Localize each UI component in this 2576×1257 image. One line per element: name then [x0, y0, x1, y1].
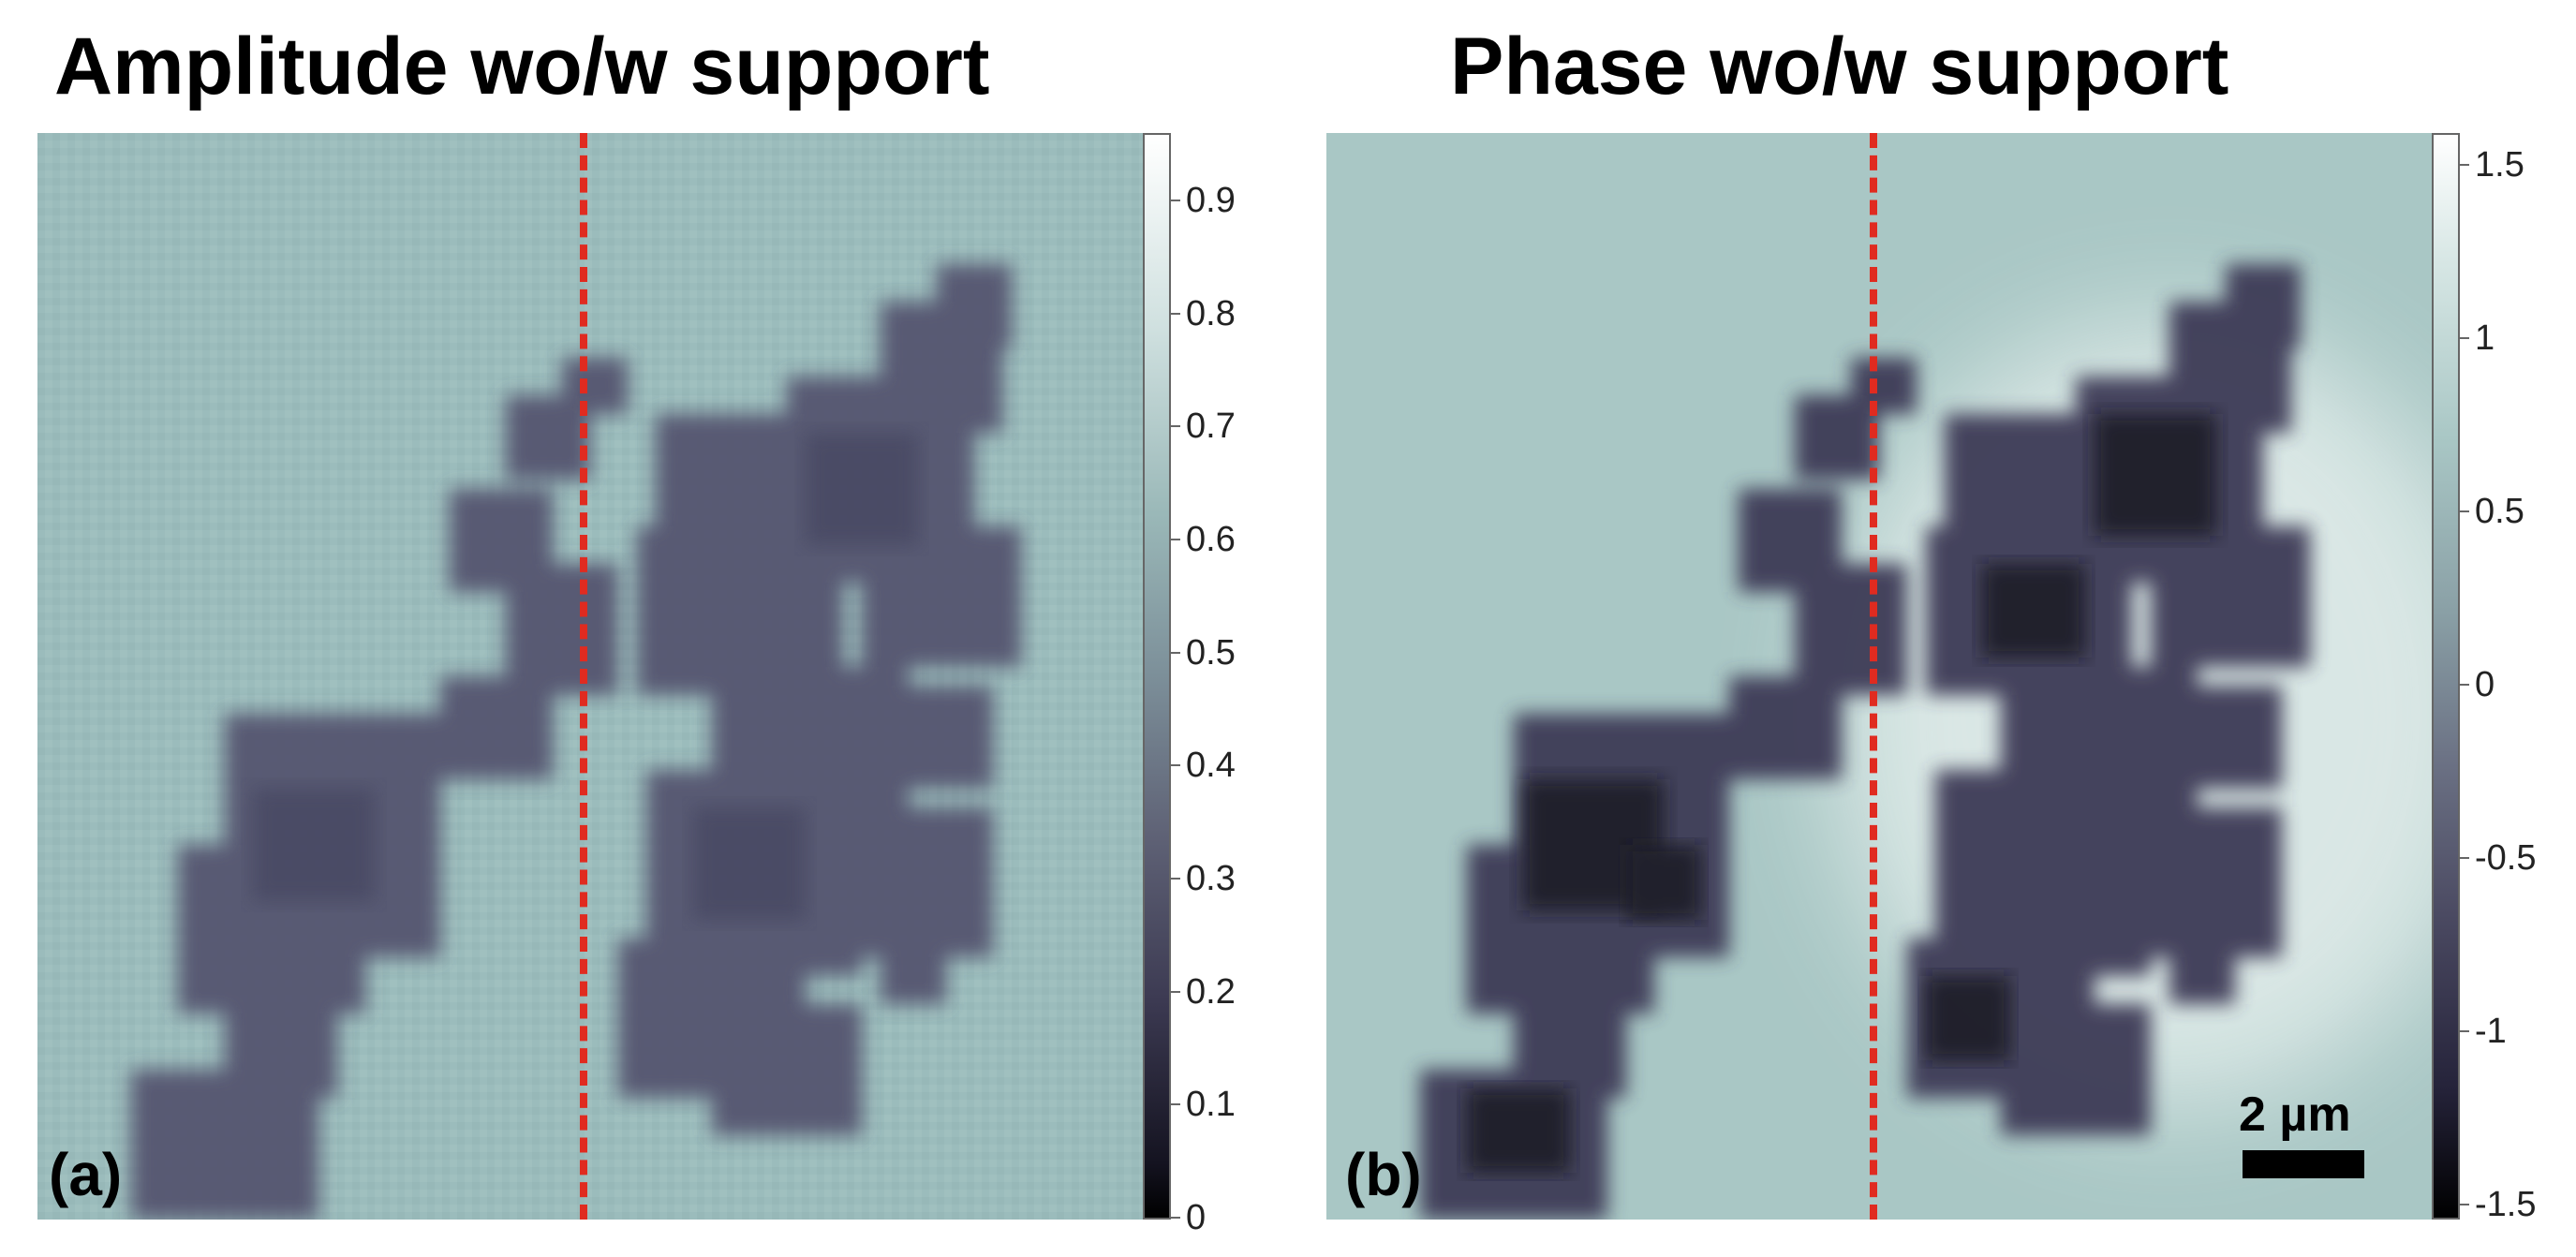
panel-b-divider [1870, 133, 1877, 1220]
colorbar-a-tick-label: 0.7 [1186, 407, 1236, 447]
colorbar-a-tick-label: 0.2 [1186, 971, 1236, 1012]
panel-b-colorbar [2432, 133, 2460, 1220]
particle-cores-b [1467, 414, 2216, 1173]
panel-b-title: Phase wo/w support [1450, 22, 2229, 111]
scale-bar [2243, 1150, 2364, 1178]
colorbar-a-tick-mark [1171, 990, 1180, 993]
panel-b-label: (b) [1345, 1141, 1422, 1208]
colorbar-b-tick-mark [2460, 164, 2469, 166]
colorbar-a-tick-label: 0.5 [1186, 632, 1236, 673]
colorbar-a-tick-mark [1171, 425, 1180, 428]
colorbar-a-tick-mark [1171, 651, 1180, 654]
panel-a-colorbar [1143, 133, 1171, 1220]
colorbar-b-tick-mark [2460, 337, 2469, 339]
colorbar-a-tick-label: 0.9 [1186, 181, 1236, 220]
panel-a-title: Amplitude wo/w support [54, 22, 990, 111]
panel-a-divider [580, 133, 587, 1220]
colorbar-b-tick-mark [2460, 684, 2469, 686]
colorbar-b-tick-mark [2460, 1030, 2469, 1032]
particle-cores-a [253, 433, 918, 920]
colorbar-a-tick-label: 0.8 [1186, 293, 1236, 333]
particle-cluster-b [1420, 264, 2310, 1220]
colorbar-a-tick-mark [1171, 200, 1180, 201]
particle-cluster-a [131, 264, 1021, 1220]
colorbar-b-tick-mark [2460, 1204, 2469, 1205]
colorbar-b-tick-mark [2460, 510, 2469, 512]
colorbar-a-tick-mark [1171, 1103, 1180, 1106]
colorbar-a-tick-label: 0.6 [1186, 520, 1236, 559]
colorbar-b-tick-label: 0 [2475, 665, 2495, 704]
colorbar-a-tick-mark [1171, 764, 1180, 767]
panel-a-label: (a) [49, 1141, 123, 1208]
colorbar-a-tick-mark [1171, 878, 1180, 880]
colorbar-b-tick-label: 1 [2475, 318, 2495, 358]
colorbar-a-tick-label: 0.4 [1186, 746, 1236, 786]
panel-a-image [37, 133, 1162, 1220]
panel-b-image [1326, 133, 2450, 1220]
colorbar-a-tick-label: 0.1 [1186, 1085, 1236, 1125]
colorbar-b-tick-label: -1.5 [2475, 1185, 2537, 1224]
colorbar-b-tick-label: 0.5 [2475, 492, 2524, 531]
colorbar-a-tick-label: 0.3 [1186, 859, 1236, 898]
colorbar-a-tick-mark [1171, 312, 1180, 315]
colorbar-b-tick-label: -1 [2475, 1012, 2507, 1051]
colorbar-a-tick-mark [1171, 1217, 1180, 1219]
scale-bar-label: 2 µm [2239, 1087, 2351, 1142]
colorbar-a-tick-mark [1171, 539, 1180, 540]
colorbar-a-tick-label: 0 [1186, 1198, 1207, 1237]
colorbar-b-tick-mark [2460, 857, 2469, 859]
colorbar-b-tick-label: -0.5 [2475, 838, 2537, 878]
colorbar-b-tick-label: 1.5 [2475, 145, 2524, 185]
